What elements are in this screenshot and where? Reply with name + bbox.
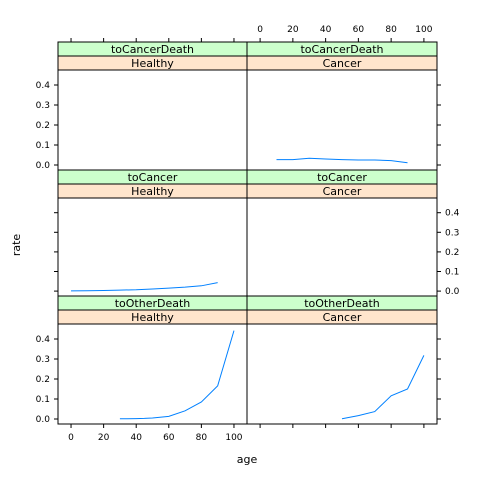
x-tick-label: 60	[353, 25, 365, 35]
y-tick-label: 0.2	[36, 375, 50, 385]
y-tick-label: 0.1	[36, 141, 50, 151]
x-tick-label: 100	[415, 25, 432, 35]
strip-label-outer: toCancer	[128, 171, 178, 184]
y-tick-label: 0.0	[36, 161, 51, 171]
y-tick-label: 0.3	[445, 228, 459, 238]
strip-label-inner: Cancer	[323, 57, 362, 70]
strip-label-outer: toCancer	[317, 171, 367, 184]
x-tick-label: 40	[130, 433, 142, 443]
y-tick-label: 0.3	[36, 101, 50, 111]
series-line	[341, 355, 425, 420]
x-tick-label: 20	[287, 25, 299, 35]
y-tick-label: 0.2	[36, 121, 50, 131]
series-line	[119, 330, 235, 420]
x-tick-label: 20	[98, 433, 110, 443]
strip-label-outer: toOtherDeath	[304, 297, 380, 310]
x-axis-title: age	[237, 453, 258, 466]
x-tick-label: 80	[385, 25, 397, 35]
strip-label-inner: Cancer	[323, 311, 362, 324]
y-tick-label: 0.4	[36, 81, 51, 91]
y-tick-label: 0.1	[36, 395, 50, 405]
y-tick-label: 0.0	[36, 415, 51, 425]
x-tick-label: 0	[68, 433, 74, 443]
series-line	[276, 157, 408, 164]
y-tick-label: 0.1	[445, 268, 459, 278]
strip-label-outer: toOtherDeath	[115, 297, 191, 310]
x-tick-label: 40	[320, 25, 332, 35]
strip-label-inner: Healthy	[131, 185, 174, 198]
x-tick-label: 80	[196, 433, 208, 443]
panels-layer: toCancerDeathHealthytoCancerDeathCancert…	[57, 41, 438, 425]
y-tick-label: 0.4	[445, 209, 460, 219]
y-axis-title: rate	[10, 234, 23, 257]
strip-label-inner: Cancer	[323, 185, 362, 198]
strip-label-inner: Healthy	[131, 311, 174, 324]
x-tick-label: 60	[163, 433, 175, 443]
series-line	[71, 282, 218, 292]
y-tick-label: 0.3	[36, 355, 50, 365]
x-tick-label: 0	[257, 25, 263, 35]
panel-border	[246, 323, 438, 425]
strip-label-inner: Healthy	[131, 57, 174, 70]
y-tick-label: 0.2	[445, 248, 459, 258]
y-tick-label: 0.0	[445, 287, 460, 297]
strip-label-outer: toCancerDeath	[300, 43, 383, 56]
x-tick-label: 100	[225, 433, 242, 443]
y-tick-label: 0.4	[36, 335, 51, 345]
strip-label-outer: toCancerDeath	[111, 43, 194, 56]
axes-layer: 0.0 0.1 0.2 0.3 0.4 0.0 0.1 0.2 0.3 0.4 0.0 0.1 0.2 0…	[36, 25, 460, 443]
